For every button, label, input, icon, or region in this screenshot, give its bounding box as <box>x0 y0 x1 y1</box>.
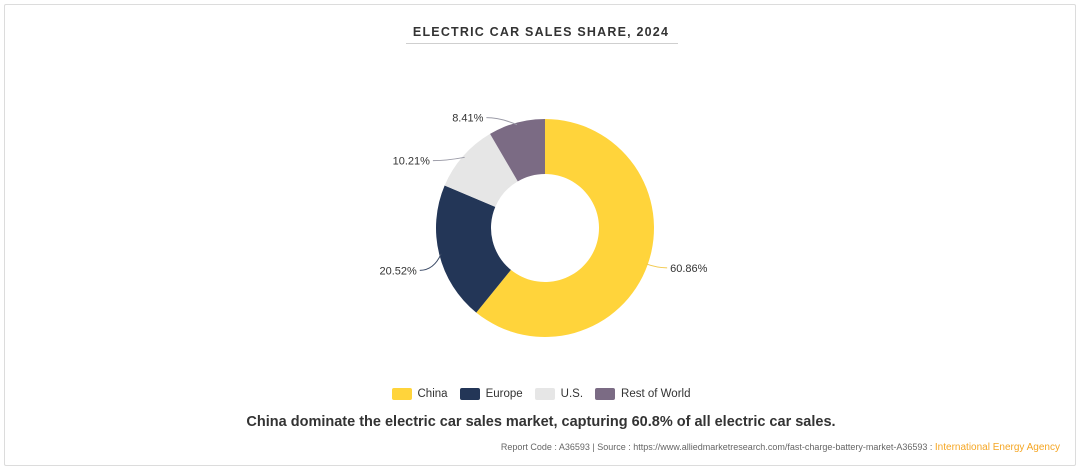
legend-swatch <box>595 388 616 400</box>
source-footer: Report Code : A36593 | Source : https://… <box>501 442 1060 453</box>
leader-line <box>419 253 442 271</box>
report-source-text: Report Code : A36593 | Source : https://… <box>500 442 933 452</box>
legend-item[interactable]: Europe <box>459 388 523 400</box>
leader-line <box>432 156 465 162</box>
chart-caption: China dominate the electric car sales ma… <box>246 414 836 430</box>
slice-china[interactable] <box>476 119 654 337</box>
legend-item[interactable]: Rest of World <box>595 388 690 400</box>
slice-rest-of-world[interactable] <box>490 119 545 182</box>
legend-label: Europe <box>485 388 523 400</box>
source-agency-link[interactable]: International Energy Agency <box>934 442 1060 453</box>
legend-swatch <box>391 388 412 400</box>
slice-europe[interactable] <box>435 185 511 313</box>
leader-line <box>486 117 518 126</box>
chart-title: ELECTRIC CAR SALES SHARE, 2024 <box>412 25 670 39</box>
legend-label: China <box>417 388 448 400</box>
slice-u-s[interactable] <box>444 133 518 207</box>
leader-line <box>645 263 668 269</box>
title-underline <box>406 43 678 44</box>
chart-legend: China Europe U.S. Rest of World <box>0 388 1082 400</box>
data-label: 20.52% <box>379 265 417 277</box>
legend-item[interactable]: U.S. <box>534 388 584 400</box>
legend-swatch <box>534 388 555 400</box>
data-label: 8.41% <box>452 113 483 125</box>
legend-label: Rest of World <box>621 388 691 400</box>
legend-label: U.S. <box>560 388 584 400</box>
data-label: 10.21% <box>393 156 431 168</box>
data-label: 60.86% <box>670 263 708 275</box>
legend-item[interactable]: China <box>391 388 448 400</box>
legend-swatch <box>459 388 480 400</box>
